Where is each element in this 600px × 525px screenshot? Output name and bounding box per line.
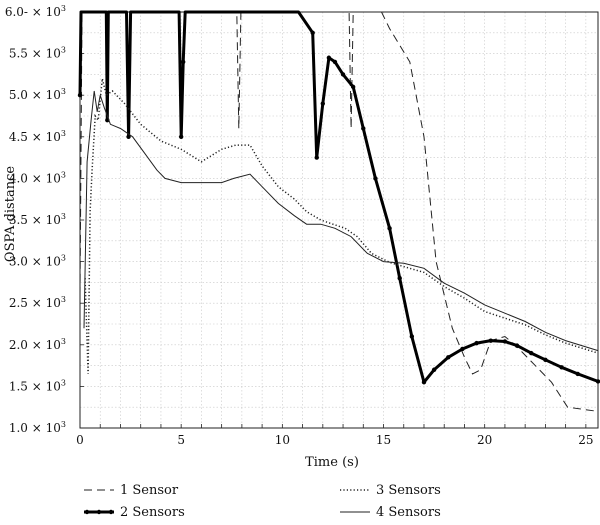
series-marker xyxy=(421,380,427,385)
series-marker xyxy=(488,338,493,343)
series-marker xyxy=(310,30,315,35)
y-tick-label: 4.0 × 103 xyxy=(9,170,66,185)
legend-marker xyxy=(96,509,102,515)
series-marker xyxy=(543,357,548,362)
series-marker xyxy=(373,176,378,181)
series-marker xyxy=(474,340,479,346)
series-marker xyxy=(180,59,186,65)
series-marker xyxy=(361,126,366,131)
axis-ticks: 0 5 10 15 20 25 1.0 × 103 1.5 × 103 2.0 × 103 2.5… xyxy=(5,4,594,447)
series-marker xyxy=(409,334,415,339)
legend: 1 Sensor 2 Sensors 3 Sensors 4 Sensors xyxy=(84,483,441,520)
series-marker xyxy=(340,72,346,77)
series-line-4-sensors xyxy=(83,90,599,352)
y-tick-label: 3.0 × 103 xyxy=(9,254,66,269)
series-marker xyxy=(326,55,332,60)
series-marker xyxy=(332,59,338,65)
series-marker xyxy=(320,101,326,106)
series-line-3-sensors xyxy=(84,78,599,374)
x-tick-label: 5 xyxy=(177,433,185,447)
y-tick-label: 2.5 × 103 xyxy=(9,295,66,310)
series-marker xyxy=(446,355,451,360)
legend-marker xyxy=(84,509,90,515)
x-tick-label: 0 xyxy=(76,433,84,447)
y-tick-label: 3.5 × 103 xyxy=(9,212,66,227)
y-tick-label: 2.0 × 103 xyxy=(9,337,66,352)
x-tick-label: 15 xyxy=(376,433,391,447)
series-marker xyxy=(431,367,437,372)
legend-label: 2 Sensors xyxy=(120,505,185,520)
x-tick-label: 25 xyxy=(578,433,593,447)
series-marker xyxy=(314,155,319,160)
x-axis-label: Time (s) xyxy=(305,455,359,470)
y-tick-label: 5.0 × 103 xyxy=(9,87,66,102)
series-marker xyxy=(350,84,356,90)
series-marker xyxy=(178,134,184,139)
series-marker xyxy=(559,365,564,370)
legend-label: 1 Sensor xyxy=(120,483,179,498)
y-tick-label: 4.5 × 103 xyxy=(9,129,66,144)
legend-marker xyxy=(108,509,114,515)
y-tick-label: 1.5 × 103 xyxy=(9,378,66,393)
x-tick-label: 10 xyxy=(275,433,290,447)
series-marker xyxy=(397,276,402,281)
series-marker xyxy=(126,134,131,139)
series-lines xyxy=(77,10,600,412)
series-line-2-sensors xyxy=(78,10,599,384)
legend-label: 3 Sensors xyxy=(376,483,441,498)
y-tick-label: 6.0- × 103 xyxy=(5,4,66,19)
series-marker xyxy=(529,350,534,356)
series-line-1-sensor xyxy=(79,11,599,412)
series-marker xyxy=(514,343,520,348)
y-axis-label: OSPA distance xyxy=(3,166,18,262)
x-tick-label: 20 xyxy=(477,433,492,447)
grid-lines xyxy=(79,11,598,429)
series-marker xyxy=(595,379,600,384)
series-marker xyxy=(77,93,83,98)
y-tick-label: 1.0 × 103 xyxy=(9,420,66,435)
series-marker xyxy=(502,339,508,344)
series-marker xyxy=(460,346,465,352)
series-marker xyxy=(575,371,580,377)
series-marker xyxy=(387,226,392,231)
y-tick-label: 5.5 × 103 xyxy=(9,46,66,61)
legend-label: 4 Sensors xyxy=(376,505,441,520)
